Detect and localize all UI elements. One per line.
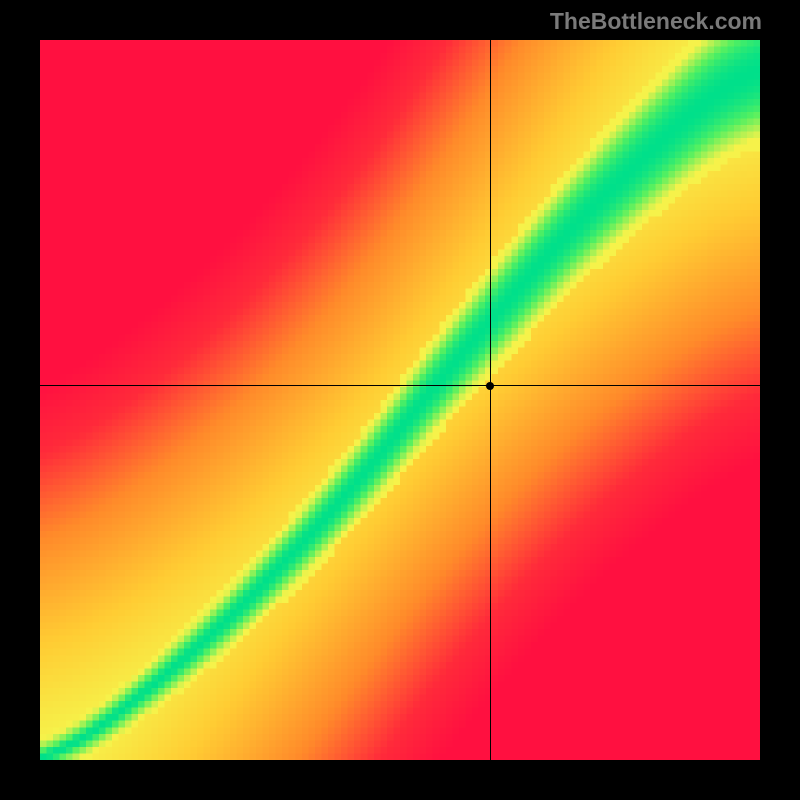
- bottleneck-heatmap: [40, 40, 760, 760]
- crosshair-vertical: [490, 40, 491, 760]
- crosshair-horizontal: [40, 385, 760, 386]
- watermark-text: TheBottleneck.com: [550, 8, 762, 35]
- data-point-marker: [486, 382, 494, 390]
